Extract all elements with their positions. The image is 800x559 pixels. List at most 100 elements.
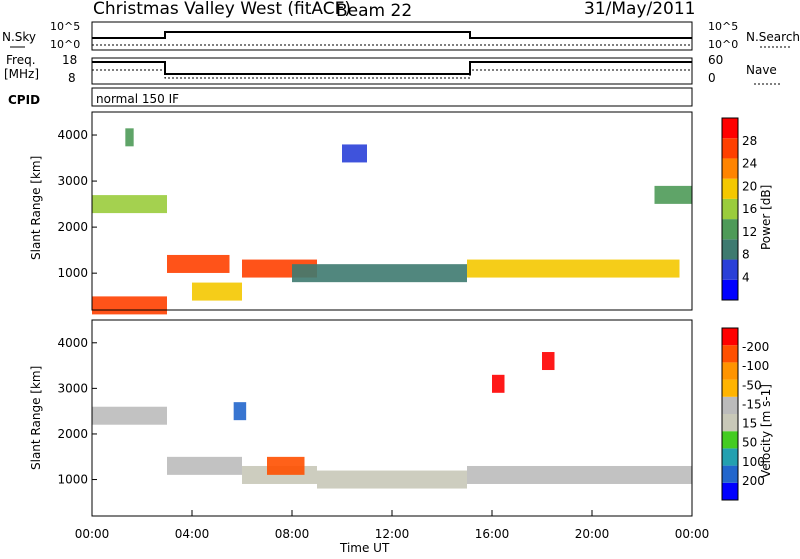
- velocity-colorbar-swatch: [722, 328, 738, 346]
- power-feature: [467, 259, 680, 278]
- power-feature: [342, 144, 367, 163]
- velocity-colorbar: 200 100 50 15 -15 -50 -100 -200: [721, 327, 769, 501]
- x-axis-title: Time UT: [339, 541, 390, 554]
- velocity-colorbar-swatch: [722, 396, 738, 414]
- nsky-panel: N.Sky 10^5 10^0 10^5 10^0 N.Search: [2, 20, 800, 51]
- velocity-ytick-label: 1000: [57, 473, 88, 487]
- power-colorbar-tick-label: 8: [742, 248, 750, 262]
- x-axis: 00:00 04:00 08:00 12:00 16:00 20:00 00:00: [75, 510, 710, 541]
- velocity-feature: [492, 374, 505, 393]
- velocity-colorbar-swatch: [722, 465, 738, 483]
- beam-title: Beam 22: [336, 1, 412, 21]
- velocity-colorbar-tick-label: 200: [742, 474, 765, 488]
- power-colorbar-frame: [721, 117, 739, 301]
- freq-tick-bottom: 8: [68, 71, 76, 85]
- freq-panel: Freq. [MHz] 18 8 60 0 Nave: [4, 53, 780, 85]
- velocity-feature: [542, 352, 555, 371]
- power-ylabel: Slant Range [km]: [29, 156, 43, 260]
- nsky-line: [92, 31, 692, 39]
- nsearch-tick-top: 10^5: [708, 20, 738, 33]
- nave-tick-top: 60: [708, 53, 723, 67]
- power-colorbar-swatch: [722, 219, 738, 240]
- velocity-colorbar-frame: [721, 327, 739, 501]
- velocity-feature: [267, 456, 305, 475]
- power-ytick-label: 2000: [57, 220, 88, 234]
- nave-label: Nave: [746, 63, 777, 77]
- power-colorbar-tick-label: 28: [742, 134, 757, 148]
- x-tick-label: 00:00: [675, 527, 710, 541]
- velocity-colorbar-swatch: [722, 448, 738, 466]
- velocity-ytick-label: 3000: [57, 381, 88, 395]
- power-colorbar-tick-label: 24: [742, 157, 757, 171]
- velocity-frame: [91, 319, 693, 517]
- freq-line: [92, 61, 692, 75]
- power-feature: [92, 195, 167, 214]
- velocity-colorbar-swatch: [722, 482, 738, 500]
- power-colorbar-swatch: [722, 239, 738, 260]
- power-ytick-label: 1000: [57, 266, 88, 280]
- velocity-ylabel: Slant Range [km]: [29, 366, 43, 470]
- velocity-colorbar-swatch: [722, 345, 738, 363]
- x-tick-label: 00:00: [75, 527, 110, 541]
- station-title: Christmas Valley West (fitACF): [93, 0, 351, 19]
- x-tick-label: 12:00: [375, 527, 410, 541]
- power-colorbar-swatch: [722, 158, 738, 179]
- velocity-colorbar-label: Velocity [m s-1]: [759, 384, 773, 478]
- power-colorbar-tick-label: 12: [742, 225, 757, 239]
- power-colorbar: 4 8 12 16 20 24 28: [721, 117, 757, 301]
- power-colorbar-label: Power [dB]: [759, 185, 773, 250]
- velocity-feature: [467, 465, 692, 484]
- velocity-feature: [317, 470, 467, 489]
- date-title: 31/May/2011: [584, 0, 696, 19]
- cpid-value: normal 150 IF: [96, 92, 179, 106]
- power-feature: [192, 282, 242, 301]
- power-colorbar-swatch: [722, 118, 738, 139]
- velocity-colorbar-tick-label: 15: [742, 417, 757, 431]
- power-colorbar-swatch: [722, 259, 738, 280]
- power-colorbar-tick-label: 20: [742, 179, 757, 193]
- nsearch-tick-bottom: 10^0: [708, 38, 738, 51]
- freq-label: Freq.: [6, 53, 36, 67]
- nsearch-label: N.Search: [746, 30, 800, 44]
- power-colorbar-tick-label: 4: [742, 270, 750, 284]
- x-tick-label: 08:00: [275, 527, 310, 541]
- power-colorbar-swatch: [722, 279, 738, 300]
- velocity-colorbar-tick-label: -200: [742, 340, 769, 354]
- velocity-colorbar-swatch: [722, 362, 738, 380]
- velocity-colorbar-tick-label: -15: [742, 397, 762, 411]
- velocity-colorbar-tick-label: -100: [742, 359, 769, 373]
- velocity-colorbar-swatch: [722, 431, 738, 449]
- power-feature: [292, 264, 467, 283]
- cpid-label: CPID: [8, 93, 40, 107]
- power-colorbar-swatch: [722, 198, 738, 220]
- power-feature: [125, 128, 134, 147]
- power-panel: 1000 2000 3000 4000: [57, 111, 693, 315]
- nave-tick-bottom: 0: [708, 71, 716, 85]
- x-tick-label: 16:00: [475, 527, 510, 541]
- x-tick-label: 04:00: [175, 527, 210, 541]
- power-feature: [92, 296, 167, 315]
- power-colorbar-tick-label: 16: [742, 202, 757, 216]
- power-ytick-label: 4000: [57, 128, 88, 142]
- power-feature: [167, 254, 230, 273]
- velocity-feature: [92, 406, 167, 425]
- power-ytick-label: 3000: [57, 174, 88, 188]
- velocity-ytick-label: 4000: [57, 336, 88, 350]
- velocity-colorbar-swatch: [722, 379, 738, 397]
- velocity-feature: [167, 456, 242, 475]
- nsky-tick-bottom: 10^0: [50, 38, 80, 51]
- power-colorbar-swatch: [722, 178, 738, 199]
- nsky-label: N.Sky: [2, 30, 36, 44]
- velocity-colorbar-swatch: [722, 414, 738, 432]
- power-feature: [654, 185, 692, 204]
- velocity-panel: 1000 2000 3000 4000: [57, 319, 693, 517]
- nave-line: [92, 69, 692, 79]
- velocity-feature: [233, 402, 247, 421]
- freq-unit: [MHz]: [4, 67, 39, 81]
- nsky-tick-top: 10^5: [50, 20, 80, 33]
- freq-tick-top: 18: [62, 53, 77, 67]
- velocity-colorbar-tick-label: 100: [742, 455, 765, 469]
- power-colorbar-swatch: [722, 138, 738, 159]
- power-frame: [91, 111, 693, 311]
